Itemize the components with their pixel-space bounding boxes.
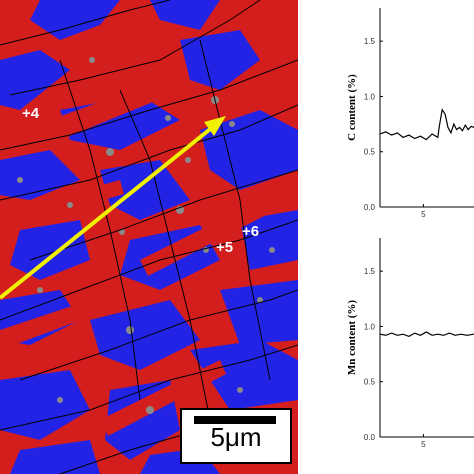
phase-map-micrograph: +4 +5 +6 5μm <box>0 0 298 474</box>
scale-bar-line <box>194 416 276 424</box>
mn-x-tick-label: 5 <box>421 440 426 449</box>
scale-bar-label: 5μm <box>210 422 262 452</box>
c-series-line <box>379 108 474 141</box>
c-x-tick-label: 5 <box>421 210 426 219</box>
point-label-5: +5 <box>216 239 233 256</box>
grain-boundaries <box>0 0 298 474</box>
c-y-tick-label: 1.5 <box>364 37 376 46</box>
mn-y-axis-label: Mn content (%) <box>346 300 358 375</box>
c-y-tick-label: 0.0 <box>364 203 376 212</box>
c-y-axis-label: C content (%) <box>346 74 358 141</box>
phase-map-canvas: +4 +5 +6 <box>0 0 298 474</box>
c-y-tick-label: 0.5 <box>364 148 376 157</box>
line-scan-arrow <box>0 116 226 300</box>
mn-y-tick-label: 0.5 <box>364 378 376 387</box>
line-scan-plots: 0.0 0.5 1.0 1.5 5 C content (%) 0.0 0.5 1.0 1.5 5 M… <box>300 0 474 474</box>
line-scan-plots-canvas: 0.0 0.5 1.0 1.5 5 C content (%) 0.0 0.5 1.0 1.5 5 M… <box>346 8 474 449</box>
c-y-tick-label: 1.0 <box>364 92 376 101</box>
scale-bar-box: 5μm <box>180 408 292 464</box>
point-label-6: +6 <box>242 223 259 240</box>
point-label-4: +4 <box>22 105 40 122</box>
mn-y-tick-label: 1.5 <box>364 267 376 276</box>
mn-y-tick-label: 0.0 <box>364 433 376 442</box>
mn-y-tick-label: 1.0 <box>364 322 376 331</box>
mn-series-line <box>379 331 474 338</box>
